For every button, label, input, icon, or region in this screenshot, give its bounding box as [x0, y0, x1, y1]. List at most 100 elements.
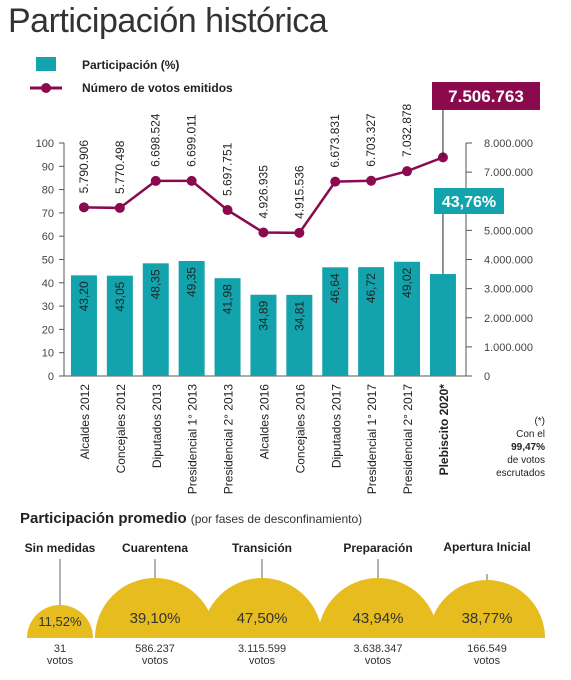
- average-section-title: Participación promedio (por fases de desc…: [20, 510, 362, 527]
- left-axis-tick-label: 100: [36, 138, 54, 150]
- votes-point: [222, 205, 233, 216]
- bar: [322, 267, 349, 376]
- bar: [250, 294, 277, 376]
- left-axis-tick-label: 30: [42, 301, 54, 313]
- bar-data-label: 46,72: [364, 273, 378, 303]
- category-label: Plebiscito 2020*: [437, 384, 451, 476]
- bar: [286, 294, 313, 376]
- phase-votes-unit: votos: [46, 655, 74, 667]
- phase-name: Sin medidas: [24, 541, 96, 555]
- phase-votes-count: 31: [53, 643, 67, 655]
- votes-data-label: 6.699.011: [185, 114, 199, 167]
- right-axis-tick-label: 5.000.000: [484, 225, 533, 237]
- votes-point: [294, 227, 305, 238]
- pct-callout-text: 43,76%: [442, 194, 496, 211]
- phase-votes-unit: votos: [248, 655, 276, 667]
- bar: [178, 261, 205, 376]
- bar-data-label: 34,81: [292, 301, 306, 331]
- left-axis-tick-label: 60: [42, 231, 54, 243]
- right-axis-tick-label: 2.000.000: [484, 313, 533, 325]
- votes-data-label: 4.926.935: [256, 165, 270, 219]
- bar-data-label: 41,98: [221, 284, 235, 314]
- phase-semicircle: [318, 578, 438, 638]
- right-axis-tick-label: 0: [484, 371, 490, 383]
- phase-votes: 3.638.347 votos: [333, 643, 423, 667]
- phase-votes: 3.115.599 votos: [217, 643, 307, 667]
- phase-votes: 586.237 votos: [110, 643, 200, 667]
- bar-data-label: 46,64: [328, 273, 342, 303]
- legend-bar-swatch: [36, 57, 56, 71]
- votes-data-label: 6.673.831: [328, 114, 342, 168]
- category-label: Presidencial 2° 2017: [401, 384, 415, 495]
- bar: [394, 261, 421, 376]
- legend-participation: Participación (%): [82, 58, 179, 72]
- votes-point: [258, 227, 269, 238]
- votes-data-label: 4.915.536: [292, 165, 306, 219]
- right-axis-tick-label: 8.000.000: [484, 138, 533, 150]
- bar: [106, 275, 133, 376]
- votes-point: [186, 175, 197, 186]
- bar-data-label: 43,20: [77, 281, 91, 311]
- votes-data-label: 5.770.498: [113, 140, 127, 194]
- phase-semicircle: [27, 605, 93, 638]
- bar-data-label: 49,35: [185, 267, 199, 297]
- phase-votes-count: 586.237: [135, 643, 175, 655]
- category-label: Presidencial 1° 2013: [186, 384, 200, 495]
- left-axis-tick-label: 10: [42, 348, 54, 360]
- votes-point: [330, 176, 341, 187]
- phase-votes-count: 166.549: [467, 643, 507, 655]
- votes-data-label: 7.032.878: [400, 103, 414, 157]
- bar: [70, 275, 97, 376]
- bar: [214, 278, 241, 376]
- left-axis-tick-label: 40: [42, 278, 54, 290]
- category-label: Alcaldes 2016: [257, 384, 271, 460]
- votes-point: [78, 202, 89, 213]
- votes-data-label: 5.697.751: [221, 142, 235, 196]
- votes-data-label: 5.790.906: [77, 140, 91, 194]
- votes-data-label: 6.703.327: [364, 113, 378, 167]
- left-axis-tick-label: 50: [42, 255, 54, 267]
- bar-data-label: 43,05: [113, 281, 127, 311]
- phase-semicircle: [202, 578, 322, 638]
- average-subtitle: (por fases de desconfinamiento): [190, 512, 363, 526]
- bar-data-label: 49,02: [400, 267, 414, 297]
- footnote-mark: (*): [534, 416, 545, 427]
- phase-votes-unit: votos: [364, 655, 392, 667]
- left-axis-tick-label: 90: [42, 161, 54, 173]
- category-label: Concejales 2012: [114, 384, 128, 474]
- votes-point: [150, 175, 161, 186]
- phase-name: Transición: [231, 541, 293, 555]
- left-axis-tick-label: 80: [42, 185, 54, 197]
- legend-line-marker: [41, 83, 51, 93]
- page-title: Participación histórica: [8, 2, 328, 40]
- phase-semicircle: [95, 578, 215, 638]
- phase-name: Cuarentena: [121, 541, 189, 555]
- category-label: Diputados 2013: [150, 384, 164, 468]
- category-label: Presidencial 2° 2013: [222, 384, 236, 495]
- phase-percentage: 39,10%: [129, 610, 181, 627]
- footnote-line1: Con el: [516, 429, 545, 440]
- category-label: Alcaldes 2012: [78, 384, 92, 460]
- phase-votes: 31 votos: [15, 643, 105, 667]
- phase-percentage: 11,52%: [38, 614, 82, 629]
- phase-name: Apertura Inicial: [443, 540, 531, 554]
- phase-percentage: 38,77%: [461, 610, 513, 627]
- bar: [429, 274, 456, 376]
- votes-point: [366, 175, 377, 186]
- phase-percentage: 43,94%: [352, 610, 404, 627]
- votes-point: [402, 166, 413, 177]
- category-label: Diputados 2017: [329, 384, 343, 468]
- votes-callout-text: 7.506.763: [448, 87, 524, 106]
- footnote-line2: de votos: [507, 455, 545, 466]
- phase-votes-count: 3.638.347: [353, 643, 403, 655]
- phase-votes-unit: votos: [141, 655, 169, 667]
- pct-callout-box: [434, 188, 504, 214]
- legend-votes: Número de votos emitidos: [82, 81, 233, 95]
- phase-percentage: 47,50%: [236, 610, 288, 627]
- bar-data-label: 48,35: [149, 269, 163, 299]
- average-title: Participación promedio: [20, 510, 187, 527]
- left-axis-tick-label: 20: [42, 324, 54, 336]
- bar: [358, 267, 385, 376]
- bar: [142, 263, 169, 376]
